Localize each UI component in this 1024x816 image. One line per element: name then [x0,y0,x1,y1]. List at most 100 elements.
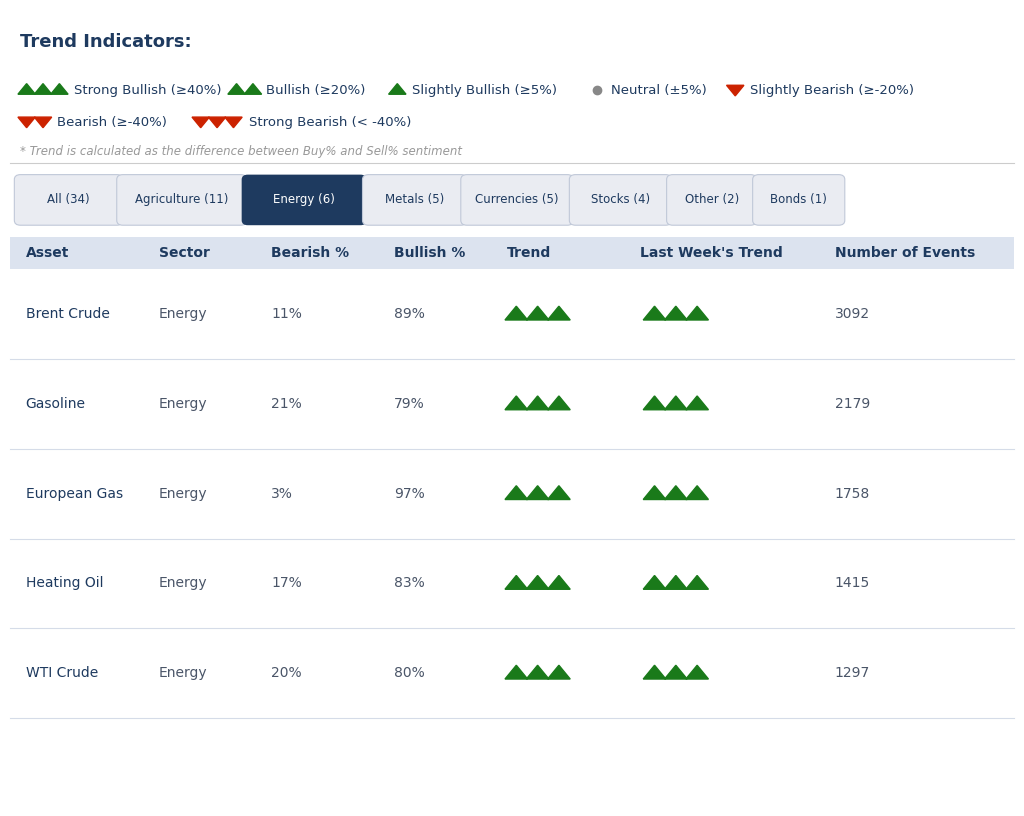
FancyBboxPatch shape [362,175,467,225]
Polygon shape [389,84,406,94]
Text: 1758: 1758 [835,486,869,501]
Polygon shape [526,665,549,679]
Text: 17%: 17% [271,576,302,591]
Polygon shape [526,396,549,410]
Polygon shape [227,84,246,94]
Text: Energy (6): Energy (6) [273,193,335,206]
Text: 11%: 11% [271,307,302,322]
Text: Trend Indicators:: Trend Indicators: [20,33,193,51]
Polygon shape [526,575,549,589]
Polygon shape [686,396,709,410]
Text: 21%: 21% [271,397,302,411]
Text: Bearish %: Bearish % [271,246,349,260]
Polygon shape [34,84,51,94]
FancyBboxPatch shape [569,175,672,225]
Text: 80%: 80% [394,666,425,681]
Text: Bullish %: Bullish % [394,246,466,260]
Text: Asset: Asset [26,246,69,260]
FancyBboxPatch shape [667,175,757,225]
Text: 3%: 3% [271,486,293,501]
FancyBboxPatch shape [10,237,1014,269]
Text: Bullish (≥20%): Bullish (≥20%) [266,84,366,97]
Text: Number of Events: Number of Events [835,246,975,260]
Polygon shape [225,117,243,127]
Text: 89%: 89% [394,307,425,322]
FancyBboxPatch shape [753,175,845,225]
FancyBboxPatch shape [10,269,1014,359]
Polygon shape [505,665,527,679]
FancyBboxPatch shape [461,175,573,225]
Polygon shape [526,306,549,320]
Text: Agriculture (11): Agriculture (11) [135,193,228,206]
Text: Metals (5): Metals (5) [385,193,444,206]
FancyBboxPatch shape [10,449,1014,539]
Text: All (34): All (34) [47,193,90,206]
Polygon shape [526,486,549,499]
Polygon shape [643,396,666,410]
Polygon shape [505,486,527,499]
Polygon shape [643,486,666,499]
Polygon shape [244,84,262,94]
Text: Bearish (≥-40%): Bearish (≥-40%) [57,116,167,129]
Polygon shape [665,486,687,499]
Polygon shape [665,665,687,679]
Text: Strong Bearish (< -40%): Strong Bearish (< -40%) [249,116,412,129]
Polygon shape [643,306,666,320]
Text: Energy: Energy [159,666,207,681]
Polygon shape [665,306,687,320]
FancyBboxPatch shape [10,628,1014,718]
Text: 2179: 2179 [835,397,869,411]
Text: 79%: 79% [394,397,425,411]
Text: Last Week's Trend: Last Week's Trend [640,246,782,260]
Text: 1415: 1415 [835,576,869,591]
Text: Heating Oil: Heating Oil [26,576,103,591]
Polygon shape [505,575,527,589]
Text: Energy: Energy [159,397,207,411]
Polygon shape [548,486,570,499]
FancyBboxPatch shape [14,175,123,225]
Polygon shape [17,84,35,94]
Polygon shape [505,396,527,410]
Text: Bonds (1): Bonds (1) [770,193,827,206]
FancyBboxPatch shape [10,539,1014,628]
Polygon shape [686,486,709,499]
Polygon shape [548,306,570,320]
Polygon shape [18,117,35,127]
Polygon shape [35,117,51,127]
Text: Currencies (5): Currencies (5) [475,193,559,206]
Polygon shape [548,575,570,589]
Polygon shape [665,575,687,589]
Text: Stocks (4): Stocks (4) [591,193,650,206]
Text: WTI Crude: WTI Crude [26,666,98,681]
Text: * Trend is calculated as the difference between Buy% and Sell% sentiment: * Trend is calculated as the difference … [20,145,463,158]
Text: Sector: Sector [159,246,210,260]
Text: 20%: 20% [271,666,302,681]
Text: 1297: 1297 [835,666,869,681]
FancyBboxPatch shape [242,175,367,225]
Text: Energy: Energy [159,576,207,591]
Polygon shape [665,396,687,410]
Polygon shape [505,306,527,320]
Text: Slightly Bullish (≥5%): Slightly Bullish (≥5%) [412,84,557,97]
Text: Strong Bullish (≥40%): Strong Bullish (≥40%) [74,84,221,97]
Text: Trend: Trend [507,246,551,260]
Polygon shape [643,575,666,589]
Polygon shape [686,575,709,589]
Polygon shape [686,665,709,679]
Polygon shape [548,665,570,679]
Text: 3092: 3092 [835,307,869,322]
FancyBboxPatch shape [117,175,247,225]
Polygon shape [50,84,68,94]
Polygon shape [193,117,210,127]
Text: Gasoline: Gasoline [26,397,86,411]
Polygon shape [209,117,226,127]
Text: Other (2): Other (2) [685,193,738,206]
Text: Energy: Energy [159,486,207,501]
Text: 83%: 83% [394,576,425,591]
Text: Brent Crude: Brent Crude [26,307,110,322]
Text: European Gas: European Gas [26,486,123,501]
Polygon shape [727,86,743,96]
FancyBboxPatch shape [10,359,1014,449]
Text: Slightly Bearish (≥-20%): Slightly Bearish (≥-20%) [750,84,913,97]
Polygon shape [548,396,570,410]
